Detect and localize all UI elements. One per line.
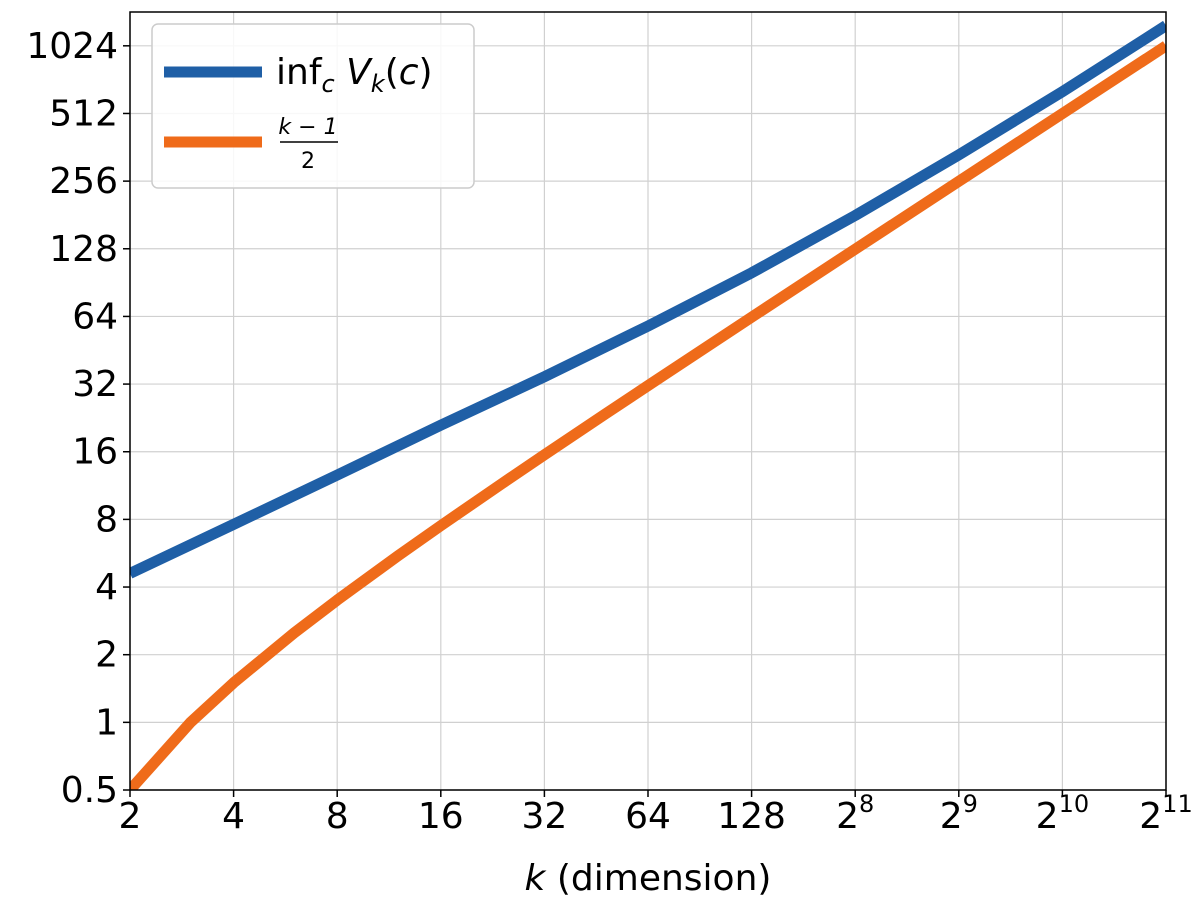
y-tick-label: 8: [95, 499, 118, 540]
y-tick-label: 1024: [26, 26, 118, 67]
y-tick-label: 256: [49, 161, 118, 202]
y-tick-label: 64: [72, 296, 118, 337]
series-line-inf-v: [130, 20, 1166, 579]
x-axis-label: k (dimension): [525, 858, 772, 899]
y-tick-label: 4: [95, 567, 118, 608]
x-tick-label: 29: [940, 790, 978, 837]
x-tick-label: 128: [717, 796, 786, 837]
x-tick-label: 8: [326, 796, 349, 837]
axis-ticks: 2 4 8 16 32 64 128 28 29 210 2110.5124816326412825…: [26, 26, 1192, 837]
y-tick-label: 1: [95, 702, 118, 743]
y-tick-label: 512: [49, 93, 118, 134]
x-tick-label: 16: [418, 796, 464, 837]
y-tick-label: 128: [49, 229, 118, 270]
y-tick-label: 16: [72, 432, 118, 473]
y-tick-label: 32: [72, 364, 118, 405]
x-tick-label: 4: [222, 796, 245, 837]
x-tick-label: 32: [521, 796, 567, 837]
x-tick-label: 210: [1036, 790, 1089, 837]
x-tick-label: 211: [1139, 790, 1192, 837]
legend-label-inf-v: infc Vk(c): [276, 52, 433, 98]
x-tick-label: 2: [119, 796, 142, 837]
x-tick-label: 64: [625, 796, 671, 837]
series-lines: [130, 20, 1166, 790]
x-axis-label-rest: (dimension): [545, 858, 771, 899]
legend: infc Vk(c) k − 1 2: [151, 23, 475, 189]
series-line-k-minus-1-over-2: [130, 41, 1166, 790]
y-tick-label: 2: [95, 635, 118, 676]
x-axis-label-var: k: [525, 858, 548, 899]
legend-label-numerator: k − 1: [278, 115, 337, 140]
x-tick-label: 28: [836, 790, 874, 837]
y-tick-label: 0.5: [61, 770, 118, 811]
legend-label-denominator: 2: [301, 149, 315, 174]
